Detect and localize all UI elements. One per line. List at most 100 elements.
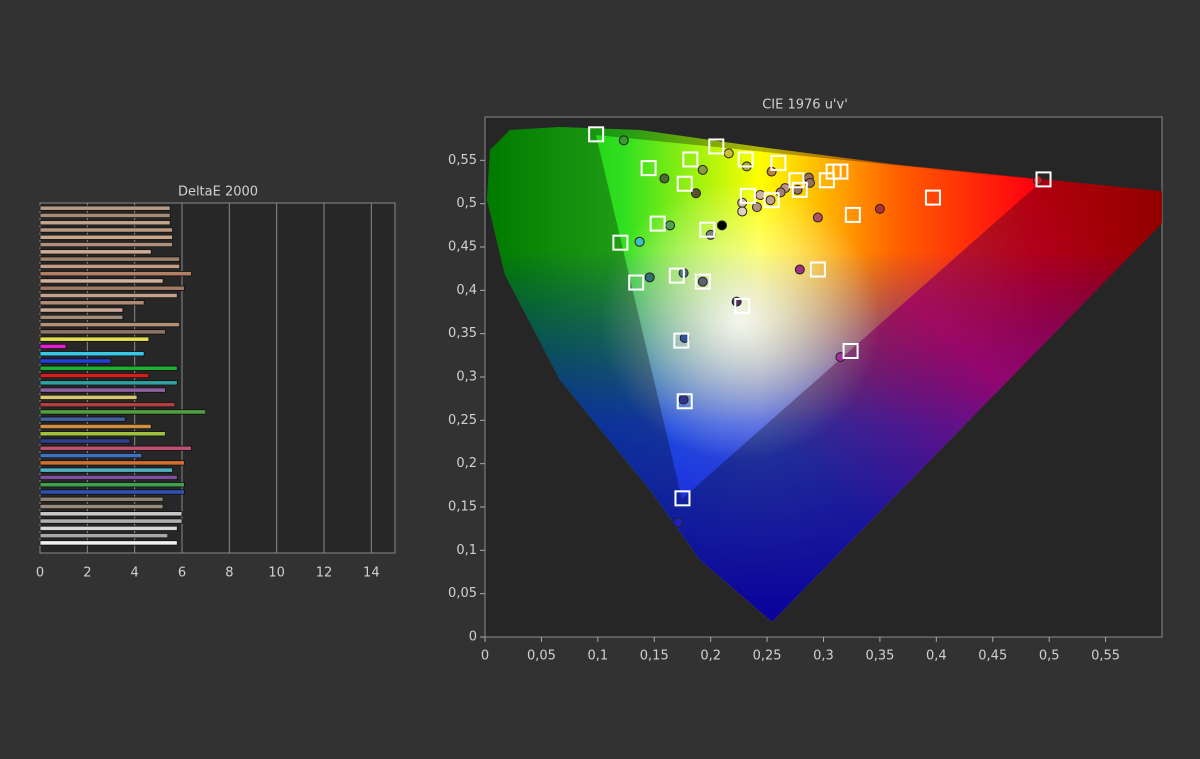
measured-point (697, 276, 708, 287)
bar (39, 278, 164, 284)
bar (39, 336, 150, 342)
measured-point (737, 206, 748, 217)
bar (39, 445, 192, 451)
measured-point (672, 517, 683, 528)
bar (39, 227, 173, 233)
bar (39, 489, 185, 495)
y-tick-label: 0,55 (448, 153, 477, 168)
bar (39, 212, 171, 219)
chart-title: CIE 1976 u'v' (762, 98, 848, 113)
measured-point (697, 164, 708, 175)
measured-point (812, 212, 823, 223)
bar (39, 402, 176, 408)
bar (39, 365, 178, 371)
bar (39, 314, 124, 320)
measured-point (644, 272, 655, 283)
measured-point (665, 220, 676, 231)
target-point (628, 274, 645, 291)
x-tick-label: 0,2 (700, 649, 721, 664)
bar (39, 372, 150, 379)
target-point (818, 172, 835, 189)
measured-point (716, 220, 727, 231)
bar (39, 518, 183, 524)
measured-point (874, 203, 885, 214)
bar (39, 416, 126, 422)
target-point (676, 393, 693, 410)
bar (39, 263, 181, 269)
measured-point (690, 188, 701, 199)
bar (39, 300, 145, 306)
target-point (676, 175, 693, 192)
x-tick-label: 0,45 (978, 649, 1007, 664)
bar (39, 394, 138, 400)
bar (39, 220, 171, 226)
y-tick-label: 0,1 (456, 543, 477, 558)
x-tick-label: 0,4 (926, 649, 947, 664)
x-tick-label: 0 (36, 566, 44, 581)
x-tick-label: 10 (268, 566, 285, 581)
measured-point (659, 173, 670, 184)
bar (39, 292, 178, 299)
measured-point (634, 236, 645, 247)
x-tick-label: 0,5 (1039, 649, 1060, 664)
measured-point (618, 135, 629, 146)
bar (39, 438, 131, 444)
target-point (734, 297, 751, 314)
bar (39, 249, 152, 255)
x-tick-label: 2 (83, 566, 91, 581)
bar (39, 460, 185, 466)
bar (39, 423, 152, 430)
bar (39, 234, 173, 240)
measured-point (751, 202, 762, 213)
x-tick-label: 0 (481, 649, 489, 664)
bar (39, 256, 181, 262)
x-tick-label: 0,05 (527, 649, 556, 664)
target-point (694, 273, 711, 290)
bar (39, 343, 67, 350)
y-tick-label: 0,3 (456, 370, 477, 385)
y-tick-label: 0,35 (448, 326, 477, 341)
bar (39, 467, 173, 473)
chart-title: DeltaE 2000 (178, 185, 258, 200)
bar (39, 533, 169, 539)
bar (39, 474, 178, 480)
target-point (924, 189, 941, 206)
bar (39, 351, 145, 357)
measured-point (1032, 175, 1043, 186)
bar (39, 285, 185, 291)
bar (39, 511, 183, 517)
target-point (674, 490, 691, 507)
bar (39, 453, 143, 459)
gamut-diagram (487, 127, 1162, 622)
measured-point (794, 264, 805, 275)
target-point (791, 181, 808, 198)
target-point (770, 154, 787, 171)
measured-point (755, 190, 766, 200)
bar (39, 205, 171, 211)
y-tick-label: 0,5 (456, 196, 477, 211)
y-tick-label: 0,05 (448, 586, 477, 601)
target-point (842, 343, 859, 359)
bar (39, 431, 166, 437)
x-tick-label: 14 (363, 566, 380, 581)
target-point (640, 160, 657, 177)
bar (39, 496, 164, 502)
measured-point (723, 148, 734, 159)
bar (39, 540, 178, 546)
bar (39, 380, 178, 386)
bar (39, 271, 192, 277)
x-tick-label: 0,3 (813, 649, 834, 664)
target-point (844, 206, 861, 223)
target-point (788, 172, 805, 189)
bar (39, 322, 181, 328)
target-point (682, 151, 699, 168)
measured-point (678, 394, 689, 405)
target-point (1035, 171, 1052, 188)
target-point (612, 234, 629, 251)
x-tick-label: 0,15 (640, 649, 669, 664)
target-point (832, 163, 849, 180)
target-point (588, 126, 605, 143)
measured-point (765, 195, 776, 206)
y-tick-label: 0,25 (448, 413, 477, 428)
